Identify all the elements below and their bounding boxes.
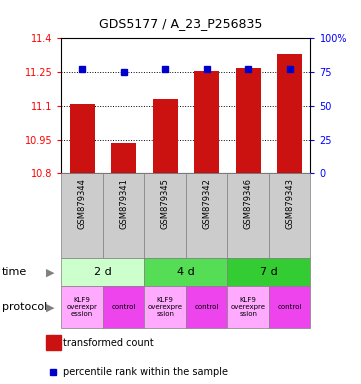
Bar xyxy=(194,71,219,174)
Bar xyxy=(227,258,310,286)
Bar xyxy=(277,54,302,174)
Bar xyxy=(269,174,310,258)
Text: GSM879345: GSM879345 xyxy=(161,178,170,228)
Bar xyxy=(269,286,310,328)
Bar xyxy=(144,174,186,258)
Bar xyxy=(103,174,144,258)
Text: GSM879346: GSM879346 xyxy=(244,178,253,228)
Bar xyxy=(103,286,144,328)
Bar xyxy=(111,143,136,174)
Text: KLF9
overexpre
ssion: KLF9 overexpre ssion xyxy=(231,297,266,318)
Text: GDS5177 / A_23_P256835: GDS5177 / A_23_P256835 xyxy=(99,17,262,30)
Text: ▶: ▶ xyxy=(46,267,55,277)
Bar xyxy=(144,258,227,286)
Bar xyxy=(186,174,227,258)
Text: 4 d: 4 d xyxy=(177,267,195,277)
Text: GSM879341: GSM879341 xyxy=(119,178,128,228)
Bar xyxy=(61,174,103,258)
Text: KLF9
overexpr
ession: KLF9 overexpr ession xyxy=(67,297,97,318)
Bar xyxy=(236,68,261,174)
Text: transformed count: transformed count xyxy=(64,338,154,348)
Text: protocol: protocol xyxy=(2,303,47,313)
Text: time: time xyxy=(2,267,27,277)
Text: control: control xyxy=(112,305,136,310)
Bar xyxy=(70,104,95,174)
Text: percentile rank within the sample: percentile rank within the sample xyxy=(64,367,229,377)
Text: 7 d: 7 d xyxy=(260,267,278,277)
Text: KLF9
overexpre
ssion: KLF9 overexpre ssion xyxy=(148,297,183,318)
Text: GSM879344: GSM879344 xyxy=(78,178,87,228)
Bar xyxy=(144,286,186,328)
Bar xyxy=(186,286,227,328)
Text: ▶: ▶ xyxy=(46,303,55,313)
Bar xyxy=(61,258,144,286)
Text: control: control xyxy=(278,305,302,310)
Text: GSM879342: GSM879342 xyxy=(202,178,211,228)
Bar xyxy=(153,99,178,174)
Text: 2 d: 2 d xyxy=(94,267,112,277)
Bar xyxy=(61,286,103,328)
Text: control: control xyxy=(195,305,219,310)
Text: GSM879343: GSM879343 xyxy=(285,178,294,228)
Bar xyxy=(227,286,269,328)
Bar xyxy=(46,335,61,350)
Bar xyxy=(227,174,269,258)
